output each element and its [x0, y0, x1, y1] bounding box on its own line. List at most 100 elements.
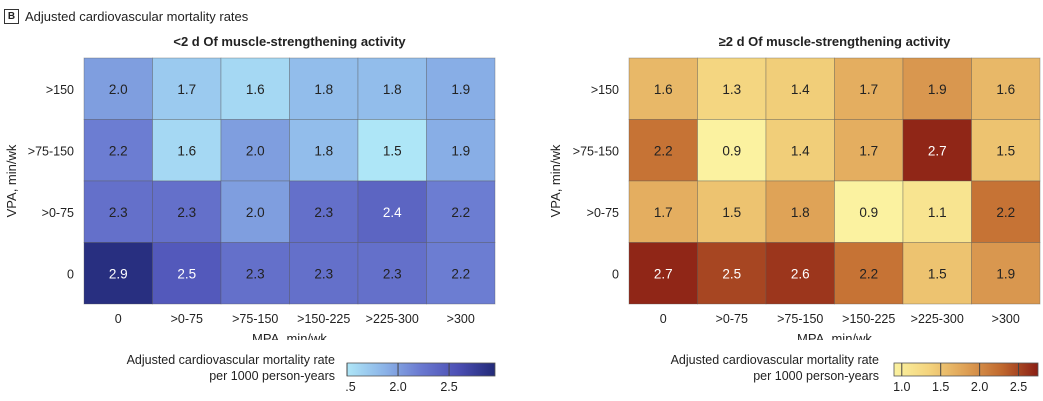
figure-title: Adjusted cardiovascular mortality rates: [25, 8, 249, 24]
cell-value-label: 0.9: [722, 143, 741, 158]
cell-value-label: 1.5: [996, 143, 1015, 158]
cell-value-label: 1.1: [928, 205, 947, 220]
cell-value-label: 2.9: [109, 266, 128, 281]
cell-value-label: 2.5: [177, 266, 196, 281]
heatmap-cell: [628, 242, 698, 305]
heatmap-cell: [834, 57, 904, 120]
heatmap-cell: [357, 180, 427, 243]
y-tick-label: >0-75: [587, 206, 619, 220]
x-tick-label: 0: [115, 312, 122, 326]
y-tick-label: >0-75: [42, 206, 74, 220]
heatmap-cell: [152, 180, 222, 243]
cell-value-label: 2.2: [654, 143, 673, 158]
heatmap-cell: [834, 180, 904, 243]
cell-value-label: 2.5: [722, 266, 741, 281]
colorbar-left-title-line1: Adjusted cardiovascular mortality rate: [126, 353, 335, 367]
heatmap-cell: [152, 57, 222, 120]
heatmap-cell: [697, 180, 767, 243]
cell-value-label: 2.0: [246, 143, 265, 158]
cell-value-label: 2.7: [654, 266, 673, 281]
colorbar-right-title-line2: per 1000 person-years: [753, 369, 879, 383]
x-tick-label: >300: [992, 312, 1020, 326]
heatmap-cell: [357, 242, 427, 305]
colorbar-gradient: [346, 362, 496, 377]
y-tick-label: 0: [67, 267, 74, 281]
x-tick-label: 0: [660, 312, 667, 326]
cell-value-label: 1.9: [451, 82, 470, 97]
cell-value-label: 2.2: [859, 266, 878, 281]
cell-value-label: 1.9: [996, 266, 1015, 281]
colorbar-right-title-line1: Adjusted cardiovascular mortality rate: [670, 353, 879, 367]
heatmap-cell: [971, 57, 1041, 120]
heatmap-cell: [426, 242, 496, 305]
heatmap-right: ≥2 d Of muscle-strengthening activity 1.6…: [548, 34, 1041, 340]
heatmap-cell: [628, 180, 698, 243]
cell-value-label: 1.4: [791, 82, 810, 97]
x-tick-label: >0-75: [171, 312, 203, 326]
colorbar-left-title-line2: per 1000 person-years: [209, 369, 335, 383]
cell-value-label: 2.3: [314, 205, 333, 220]
y-tick-label: >150: [46, 83, 74, 97]
cell-value-label: 2.7: [928, 143, 947, 158]
cell-value-label: 1.5: [722, 205, 741, 220]
heatmap-cell: [765, 180, 835, 243]
colorbar-tick-label: 1.0: [893, 380, 910, 394]
heatmap-cell: [426, 119, 496, 182]
cell-value-label: 1.7: [859, 82, 878, 97]
heatmap-cell: [83, 180, 153, 243]
cell-value-label: 2.3: [109, 205, 128, 220]
cell-value-label: 2.3: [314, 266, 333, 281]
x-tick-label: >225-300: [911, 312, 964, 326]
figure-header: B Adjusted cardiovascular mortality rate…: [4, 6, 248, 26]
colorbar-right-title: Adjusted cardiovascular mortality rate p…: [671, 352, 879, 384]
heatmap-cell: [289, 57, 359, 120]
x-axis-label: MPA, min/wk: [252, 331, 327, 340]
cell-value-label: 1.8: [791, 205, 810, 220]
heatmap-cell: [152, 242, 222, 305]
cell-value-label: 1.3: [722, 82, 741, 97]
cell-value-label: 1.6: [246, 82, 265, 97]
cell-value-label: 1.6: [654, 82, 673, 97]
x-tick-label: >150-225: [842, 312, 895, 326]
heatmap-cell: [220, 57, 290, 120]
heatmap-cell: [834, 242, 904, 305]
heatmap-cell: [628, 119, 698, 182]
colorbar-left-title: Adjusted cardiovascular mortality rate p…: [127, 352, 335, 384]
heatmap-charts: <2 d Of muscle-strengthening activity 2.0…: [4, 34, 1041, 340]
heatmap-cell: [83, 242, 153, 305]
x-tick-label: >75-150: [232, 312, 278, 326]
x-tick-label: >300: [447, 312, 475, 326]
cell-value-label: 1.7: [177, 82, 196, 97]
cell-value-label: 1.6: [177, 143, 196, 158]
cell-value-label: 2.3: [246, 266, 265, 281]
y-axis-label: VPA, min/wk: [548, 144, 563, 217]
heatmap-left-title: <2 d Of muscle-strengthening activity: [173, 34, 406, 49]
heatmap-cell: [765, 57, 835, 120]
heatmap-cell: [628, 57, 698, 120]
cell-value-label: 2.2: [996, 205, 1015, 220]
heatmap-cell: [902, 57, 972, 120]
cell-value-label: 1.5: [383, 143, 402, 158]
heatmap-cell: [765, 242, 835, 305]
cell-value-label: 2.3: [177, 205, 196, 220]
heatmap-cell: [971, 242, 1041, 305]
heatmap-right-title: ≥2 d Of muscle-strengthening activity: [719, 34, 952, 49]
cell-value-label: 2.2: [109, 143, 128, 158]
cell-value-label: 2.2: [451, 266, 470, 281]
heatmap-cell: [902, 119, 972, 182]
heatmap-cell: [289, 242, 359, 305]
cell-value-label: 2.2: [451, 205, 470, 220]
cell-value-label: 1.5: [928, 266, 947, 281]
cell-value-label: 2.4: [383, 205, 402, 220]
y-tick-label: >150: [591, 83, 619, 97]
cell-value-label: 1.7: [859, 143, 878, 158]
cell-value-label: 2.6: [791, 266, 810, 281]
x-tick-label: >225-300: [366, 312, 419, 326]
cell-value-label: 1.7: [654, 205, 673, 220]
x-tick-label: >150-225: [297, 312, 350, 326]
x-tick-label: >0-75: [716, 312, 748, 326]
heatmap-cell: [357, 57, 427, 120]
colorbar-tick-label: 2.0: [389, 380, 406, 394]
colorbar-tick-label: 1.5: [932, 380, 949, 394]
cell-value-label: 1.9: [451, 143, 470, 158]
